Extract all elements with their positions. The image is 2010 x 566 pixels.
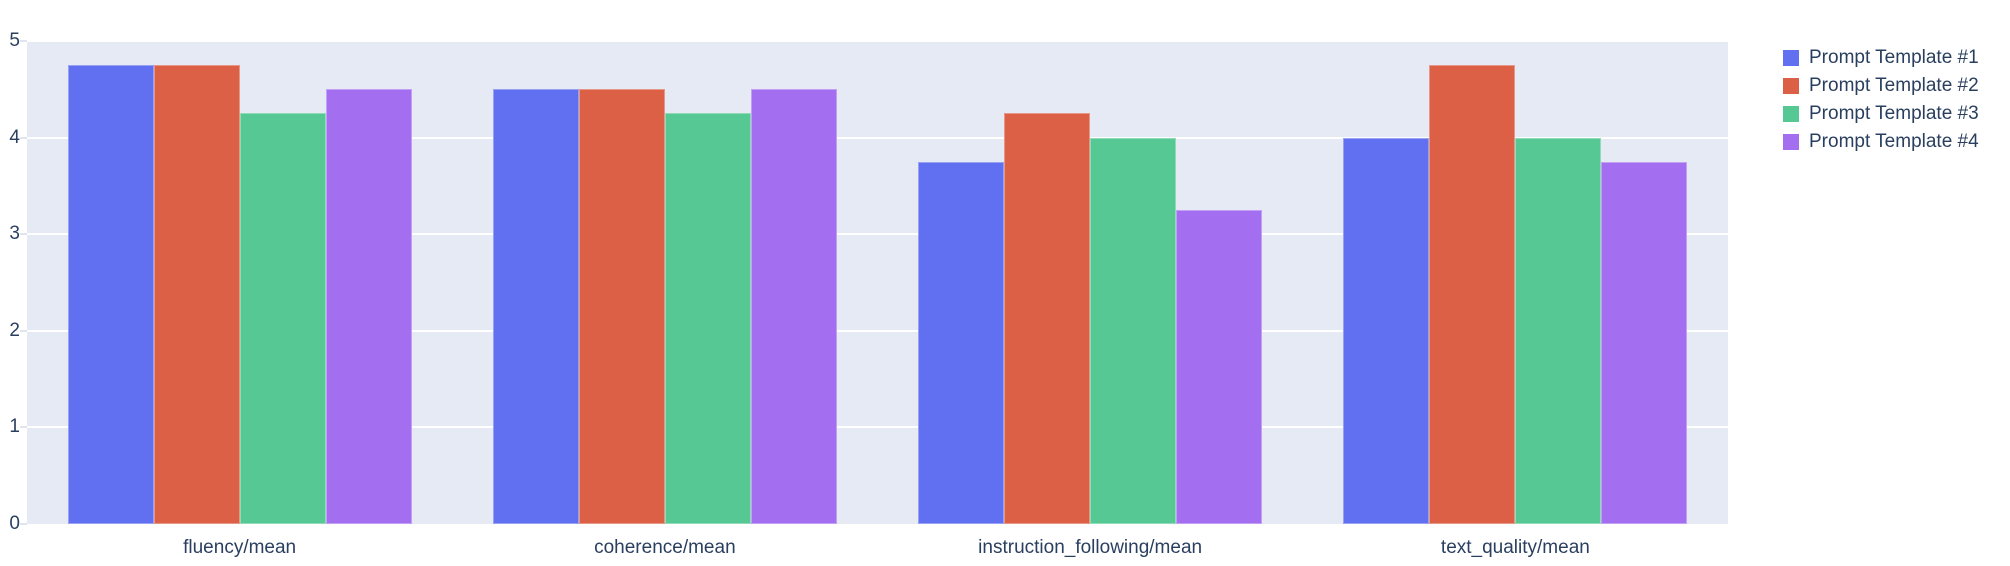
bar-instruction-following-mean-series-4[interactable] bbox=[1176, 210, 1263, 524]
legend-swatch-icon bbox=[1783, 134, 1799, 150]
legend-item-series-1[interactable]: Prompt Template #1 bbox=[1783, 48, 1979, 68]
bar-fluency-mean-series-4[interactable] bbox=[325, 89, 412, 524]
y-tick-label: 0 bbox=[9, 513, 20, 534]
y-tick-mark bbox=[20, 426, 27, 429]
y-gridline bbox=[27, 426, 1728, 429]
legend-label: Prompt Template #1 bbox=[1809, 47, 1979, 68]
legend-label: Prompt Template #4 bbox=[1809, 131, 1979, 152]
legend-swatch-icon bbox=[1783, 78, 1799, 94]
x-tick-label: fluency/mean bbox=[183, 537, 297, 558]
legend: Prompt Template #1 Prompt Template #2 Prom… bbox=[1783, 48, 1979, 160]
bar-fluency-mean-series-2[interactable] bbox=[153, 65, 240, 524]
bar-coherence-mean-series-1[interactable] bbox=[492, 89, 579, 524]
y-tick-label: 5 bbox=[9, 30, 20, 51]
legend-swatch-icon bbox=[1783, 106, 1799, 122]
y-tick-mark bbox=[20, 329, 27, 332]
bar-instruction-following-mean-series-3[interactable] bbox=[1090, 137, 1177, 524]
legend-label: Prompt Template #3 bbox=[1809, 103, 1979, 124]
bar-text-quality-mean-series-4[interactable] bbox=[1601, 161, 1688, 524]
y-gridline bbox=[27, 329, 1728, 332]
bar-coherence-mean-series-3[interactable] bbox=[664, 113, 751, 524]
legend-label: Prompt Template #2 bbox=[1809, 75, 1979, 96]
bar-instruction-following-mean-series-2[interactable] bbox=[1004, 113, 1091, 524]
y-tick-mark bbox=[20, 523, 27, 525]
bar-fluency-mean-series-3[interactable] bbox=[239, 113, 326, 524]
legend-item-series-2[interactable]: Prompt Template #2 bbox=[1783, 76, 1979, 96]
y-tick-mark bbox=[20, 233, 27, 236]
x-tick-label: coherence/mean bbox=[594, 537, 736, 558]
y-gridline bbox=[27, 233, 1728, 236]
bar-text-quality-mean-series-1[interactable] bbox=[1343, 137, 1430, 524]
y-tick-label: 3 bbox=[9, 223, 20, 245]
legend-swatch-icon bbox=[1783, 50, 1799, 66]
y-tick-mark bbox=[20, 40, 27, 42]
bar-fluency-mean-series-1[interactable] bbox=[67, 65, 154, 524]
bar-coherence-mean-series-4[interactable] bbox=[750, 89, 837, 524]
plot-area bbox=[27, 40, 1728, 524]
bar-coherence-mean-series-2[interactable] bbox=[578, 89, 665, 524]
x-tick-label: instruction_following/mean bbox=[978, 537, 1203, 558]
legend-item-series-3[interactable]: Prompt Template #3 bbox=[1783, 104, 1979, 124]
y-tick-label: 2 bbox=[9, 319, 20, 341]
x-tick-label: text_quality/mean bbox=[1440, 537, 1590, 558]
bar-instruction-following-mean-series-1[interactable] bbox=[918, 161, 1005, 524]
bar-text-quality-mean-series-2[interactable] bbox=[1429, 65, 1516, 524]
y-tick-label: 4 bbox=[9, 126, 20, 148]
legend-item-series-4[interactable]: Prompt Template #4 bbox=[1783, 132, 1979, 152]
bar-text-quality-mean-series-3[interactable] bbox=[1515, 137, 1602, 524]
y-gridline bbox=[27, 40, 1728, 42]
y-tick-label: 1 bbox=[9, 416, 20, 438]
y-tick-mark bbox=[20, 136, 27, 139]
y-gridline bbox=[27, 136, 1728, 139]
